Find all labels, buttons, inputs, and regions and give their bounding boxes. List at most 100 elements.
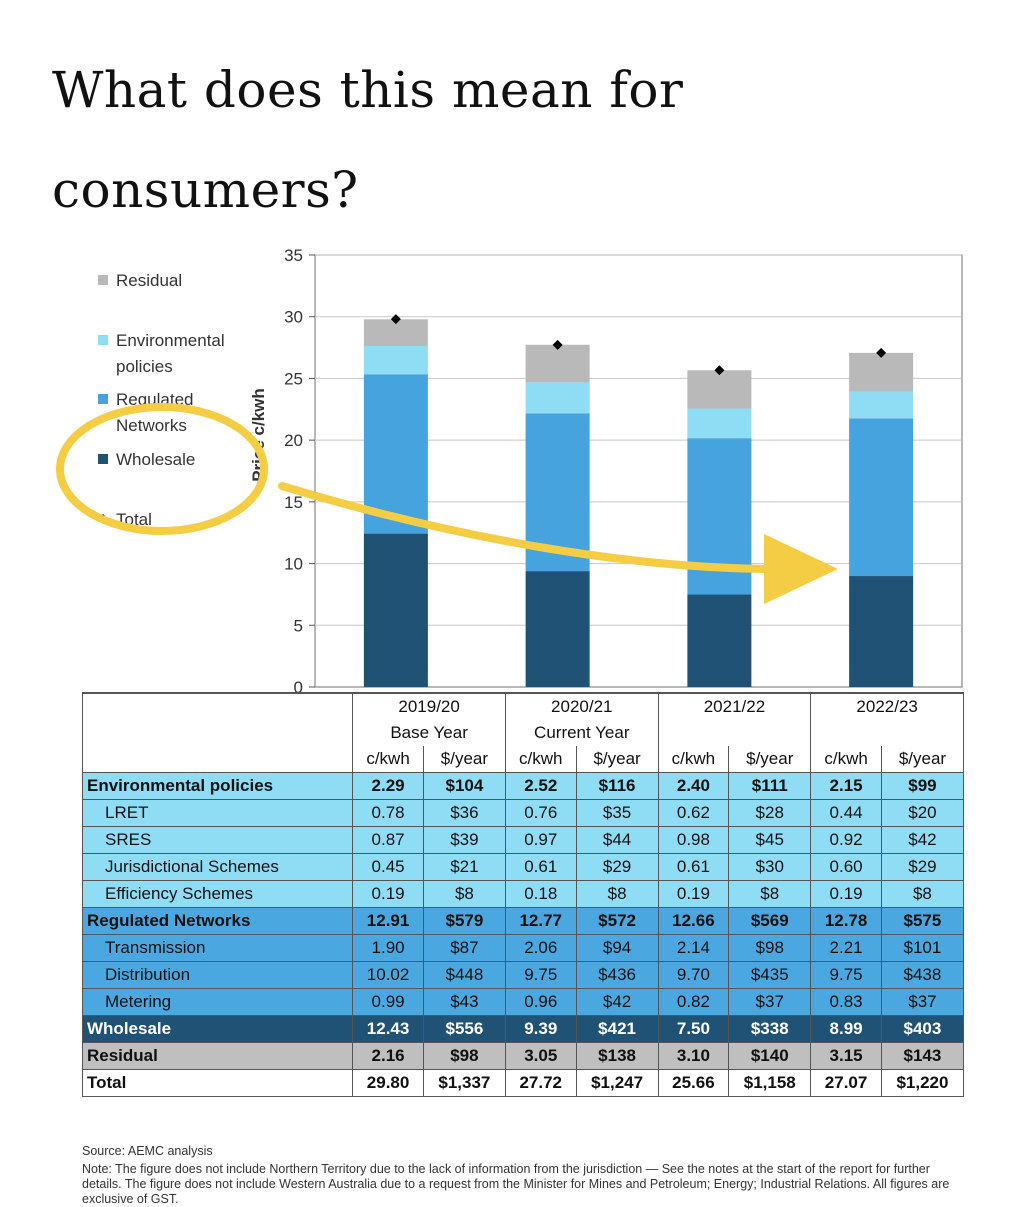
bar-wholesale	[525, 571, 590, 687]
cell-value: $21	[422, 853, 506, 881]
cell-value: $116	[575, 772, 659, 800]
cell-value: 0.83	[810, 988, 882, 1016]
row-label: Distribution	[81, 961, 354, 989]
table-row: Wholesale 12.43 $556 9.39 $421 7.50 $338 8.99 $4…	[81, 1015, 965, 1043]
header-unit-ckwh: c/kwh	[504, 746, 577, 773]
y-tick-label: 20	[284, 431, 303, 450]
cell-value: $98	[422, 1042, 506, 1070]
y-tick-label: 5	[294, 616, 303, 635]
cell-value: $98	[728, 934, 812, 962]
table-row: Efficiency Schemes 0.19 $8 0.18 $8 0.19 $8 0.19…	[81, 880, 965, 908]
header-blank	[81, 692, 354, 773]
cell-value: 9.75	[504, 961, 577, 989]
cell-value: $43	[422, 988, 506, 1016]
cell-value: $29	[880, 853, 965, 881]
table-header-units: c/kwh $/year c/kwh $/year c/kwh $/year c/kwh $/…	[83, 746, 965, 773]
row-label: Residual	[81, 1042, 354, 1070]
header-unit-ckwh: c/kwh	[810, 746, 882, 773]
legend-swatch	[98, 275, 108, 285]
cell-value: $94	[575, 934, 659, 962]
cell-value: $39	[422, 826, 506, 854]
cell-value: 0.92	[810, 826, 882, 854]
y-tick-label: 35	[284, 246, 303, 265]
cell-value: $435	[728, 961, 812, 989]
cell-value: 2.29	[352, 772, 424, 800]
header-note: Current Year	[504, 720, 659, 746]
cell-value: $37	[728, 988, 812, 1016]
cell-value: 0.45	[352, 853, 424, 881]
bar-regulated-networks	[849, 418, 914, 577]
y-tick-label: 30	[284, 308, 303, 327]
header-year: 2019/20	[352, 692, 506, 720]
cell-value: $1,158	[728, 1069, 812, 1097]
cell-value: $338	[728, 1015, 812, 1043]
cell-value: 0.44	[810, 799, 882, 827]
cell-value: $1,337	[422, 1069, 506, 1097]
cell-value: $45	[728, 826, 812, 854]
cell-value: $8	[422, 880, 506, 908]
cell-value: $421	[575, 1015, 659, 1043]
arrow-head	[764, 534, 838, 604]
cell-value: $29	[575, 853, 659, 881]
price-figure: Residual Environmental policies Regulated Ne…	[56, 240, 974, 1206]
header-note: Base Year	[352, 720, 506, 746]
table-header-notes: Base Year Current Year	[83, 720, 964, 746]
cell-value: $111	[728, 772, 812, 800]
cell-value: 3.05	[504, 1042, 577, 1070]
cell-value: 0.97	[504, 826, 577, 854]
cell-value: $99	[880, 772, 965, 800]
total-marker	[552, 339, 563, 350]
cell-value: 0.19	[657, 880, 730, 908]
legend-label: Residual	[116, 271, 182, 290]
row-label: Transmission	[81, 934, 354, 962]
total-marker	[390, 314, 401, 325]
cell-value: $1,220	[880, 1069, 965, 1097]
arrow-shaft	[278, 482, 790, 574]
legend-item-residual: Residual	[98, 271, 182, 290]
table-row: Regulated Networks 12.91 $579 12.77 $572 12.6…	[81, 907, 965, 935]
cell-value: 12.91	[352, 907, 424, 935]
cell-value: 0.82	[657, 988, 730, 1016]
legend-swatch	[98, 454, 108, 464]
cell-value: 0.61	[504, 853, 577, 881]
cell-value: 2.15	[810, 772, 882, 800]
table-row: Total 29.80 $1,337 27.72 $1,247 25.66 $1,158 27…	[81, 1069, 965, 1097]
page-heading: What does this mean for consumers?	[52, 61, 684, 219]
legend-label: policies	[116, 357, 173, 376]
cell-value: $42	[880, 826, 965, 854]
bar-environmental	[363, 345, 428, 375]
highlight-circle	[56, 403, 268, 535]
chart-legend: ResidualEnvironmentalpoliciesRegulatedNe…	[98, 271, 225, 529]
bar-wholesale	[849, 576, 914, 687]
cell-value: $8	[575, 880, 659, 908]
row-label: Jurisdictional Schemes	[81, 853, 354, 881]
cell-value: 7.50	[657, 1015, 730, 1043]
cell-value: 2.40	[657, 772, 730, 800]
cell-value: 0.62	[657, 799, 730, 827]
header-year: 2020/21	[504, 692, 659, 720]
total-marker	[714, 365, 725, 376]
cell-value: $101	[880, 934, 965, 962]
cell-value: 0.19	[352, 880, 424, 908]
cell-value: $35	[575, 799, 659, 827]
cell-value: 0.96	[504, 988, 577, 1016]
cell-value: $1,247	[575, 1069, 659, 1097]
table-row: Distribution 10.02 $448 9.75 $436 9.70 $435 9.7…	[81, 961, 965, 989]
header-note	[657, 720, 812, 746]
cell-value: 8.99	[810, 1015, 882, 1043]
price-breakdown-table: 2019/20 2020/21 2021/22 2022/23 Base Year Cur…	[81, 692, 965, 1097]
note-text: Note: The figure does not include Northe…	[82, 1162, 950, 1206]
cell-value: $575	[880, 907, 965, 935]
header-unit-year: $/year	[728, 746, 812, 773]
cell-value: $436	[575, 961, 659, 989]
cell-value: $579	[422, 907, 506, 935]
row-label: LRET	[81, 799, 354, 827]
row-label: Total	[81, 1069, 354, 1097]
row-label: Environmental policies	[81, 772, 354, 800]
header-unit-ckwh: c/kwh	[352, 746, 424, 773]
cell-value: $448	[422, 961, 506, 989]
table-row: Environmental policies 2.29 $104 2.52 $116 2.…	[81, 772, 965, 800]
cell-value: $556	[422, 1015, 506, 1043]
cell-value: 0.76	[504, 799, 577, 827]
cell-value: 12.43	[352, 1015, 424, 1043]
